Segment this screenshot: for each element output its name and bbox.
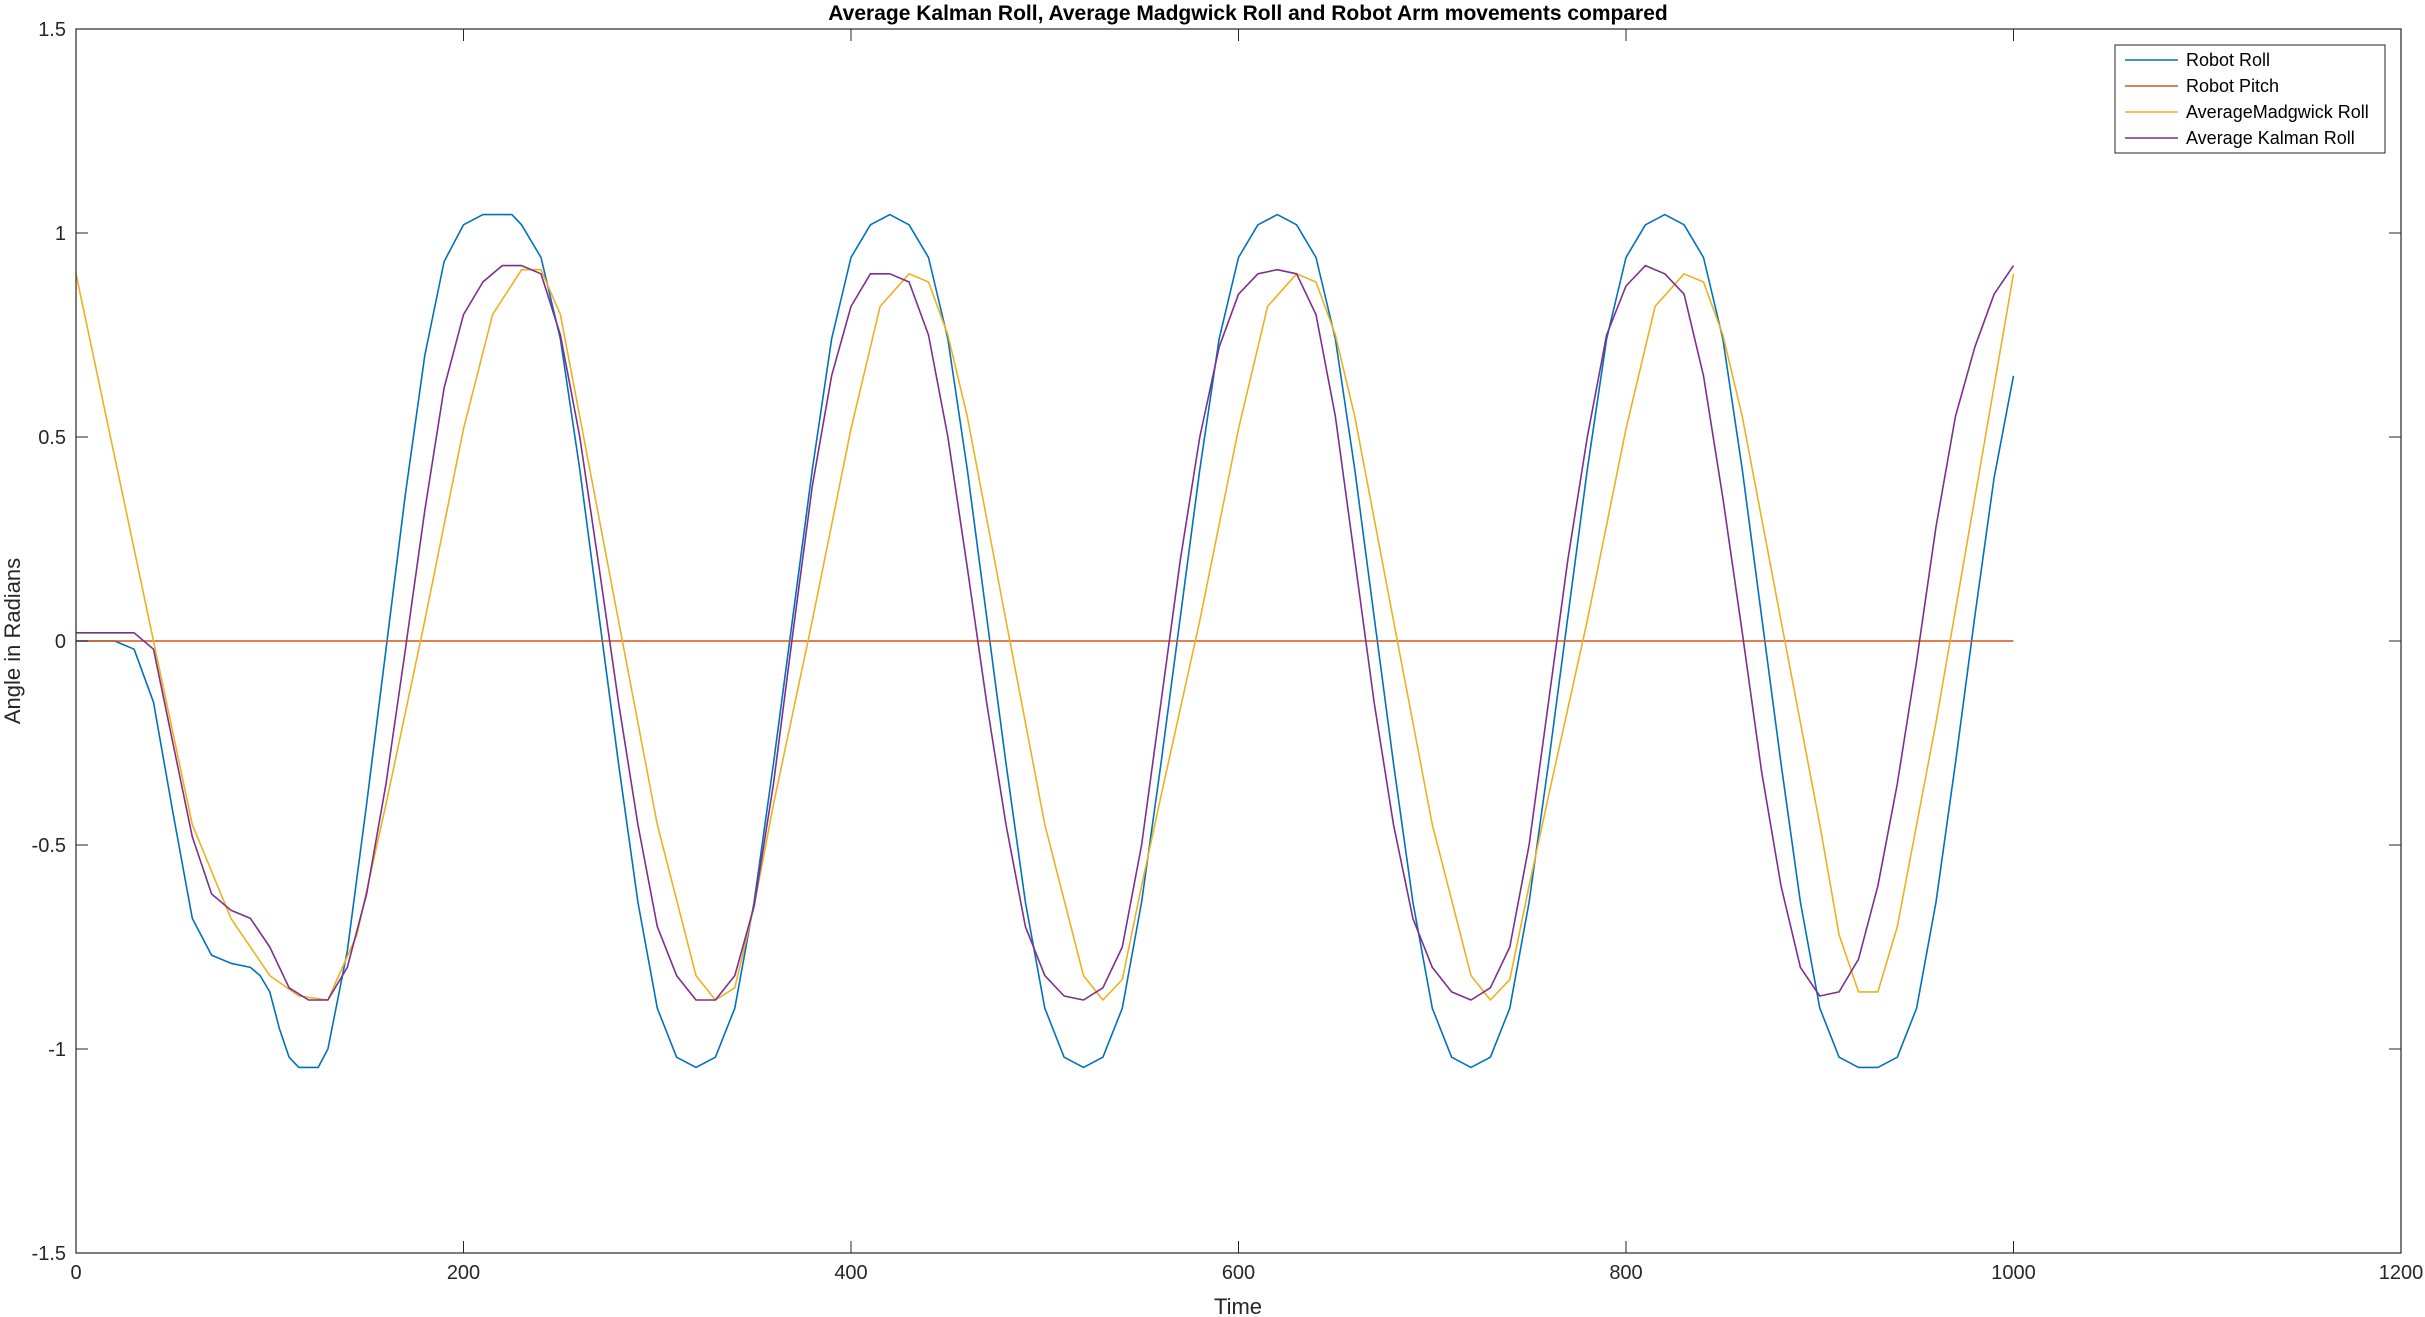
- series-line-3: [75, 268, 2015, 1001]
- legend-label: AverageMadgwick Roll: [2186, 102, 2369, 122]
- series-layer: [75, 213, 2015, 1069]
- series-line-1: [76, 213, 2015, 1069]
- legend-label: Robot Roll: [2186, 50, 2270, 70]
- x-tick-label: 600: [1222, 1262, 1255, 1284]
- y-tick-label: 1.5: [38, 19, 66, 41]
- ticks-layer: 0 200 400 600 800 1000 1200 -1.5 -1 -0.5 0 0.5 1 1.5: [32, 19, 2424, 1284]
- x-axis-label: Time: [1214, 1294, 1262, 1317]
- y-tick-label: -1.5: [32, 1243, 66, 1265]
- x-tick-label: 1200: [2379, 1262, 2424, 1284]
- y-tick-label: -1: [48, 1039, 66, 1061]
- y-tick-label: 0: [55, 631, 66, 653]
- x-tick-label: 800: [1609, 1262, 1642, 1284]
- legend: Robot Roll Robot Pitch AverageMadgwick Rol…: [2114, 44, 2386, 154]
- y-tick-label: 1: [55, 223, 66, 245]
- chart-title: Average Kalman Roll, Average Madgwick Ro…: [828, 2, 1667, 25]
- y-tick-label: -0.5: [32, 835, 66, 857]
- y-axis-label: Angle in Radians: [0, 558, 25, 724]
- y-tick-label: 0.5: [38, 427, 66, 449]
- x-tick-label: 400: [834, 1262, 867, 1284]
- legend-label: Average Kalman Roll: [2186, 128, 2355, 148]
- x-tick-label: 1000: [1991, 1262, 2036, 1284]
- x-tick-label: 0: [70, 1262, 81, 1284]
- x-tick-label: 200: [447, 1262, 480, 1284]
- series-line-4: [76, 264, 2015, 1001]
- legend-box: [2114, 44, 2386, 154]
- legend-label: Robot Pitch: [2186, 76, 2279, 96]
- legend-entries: Robot Roll Robot Pitch AverageMadgwick Rol…: [2125, 50, 2369, 148]
